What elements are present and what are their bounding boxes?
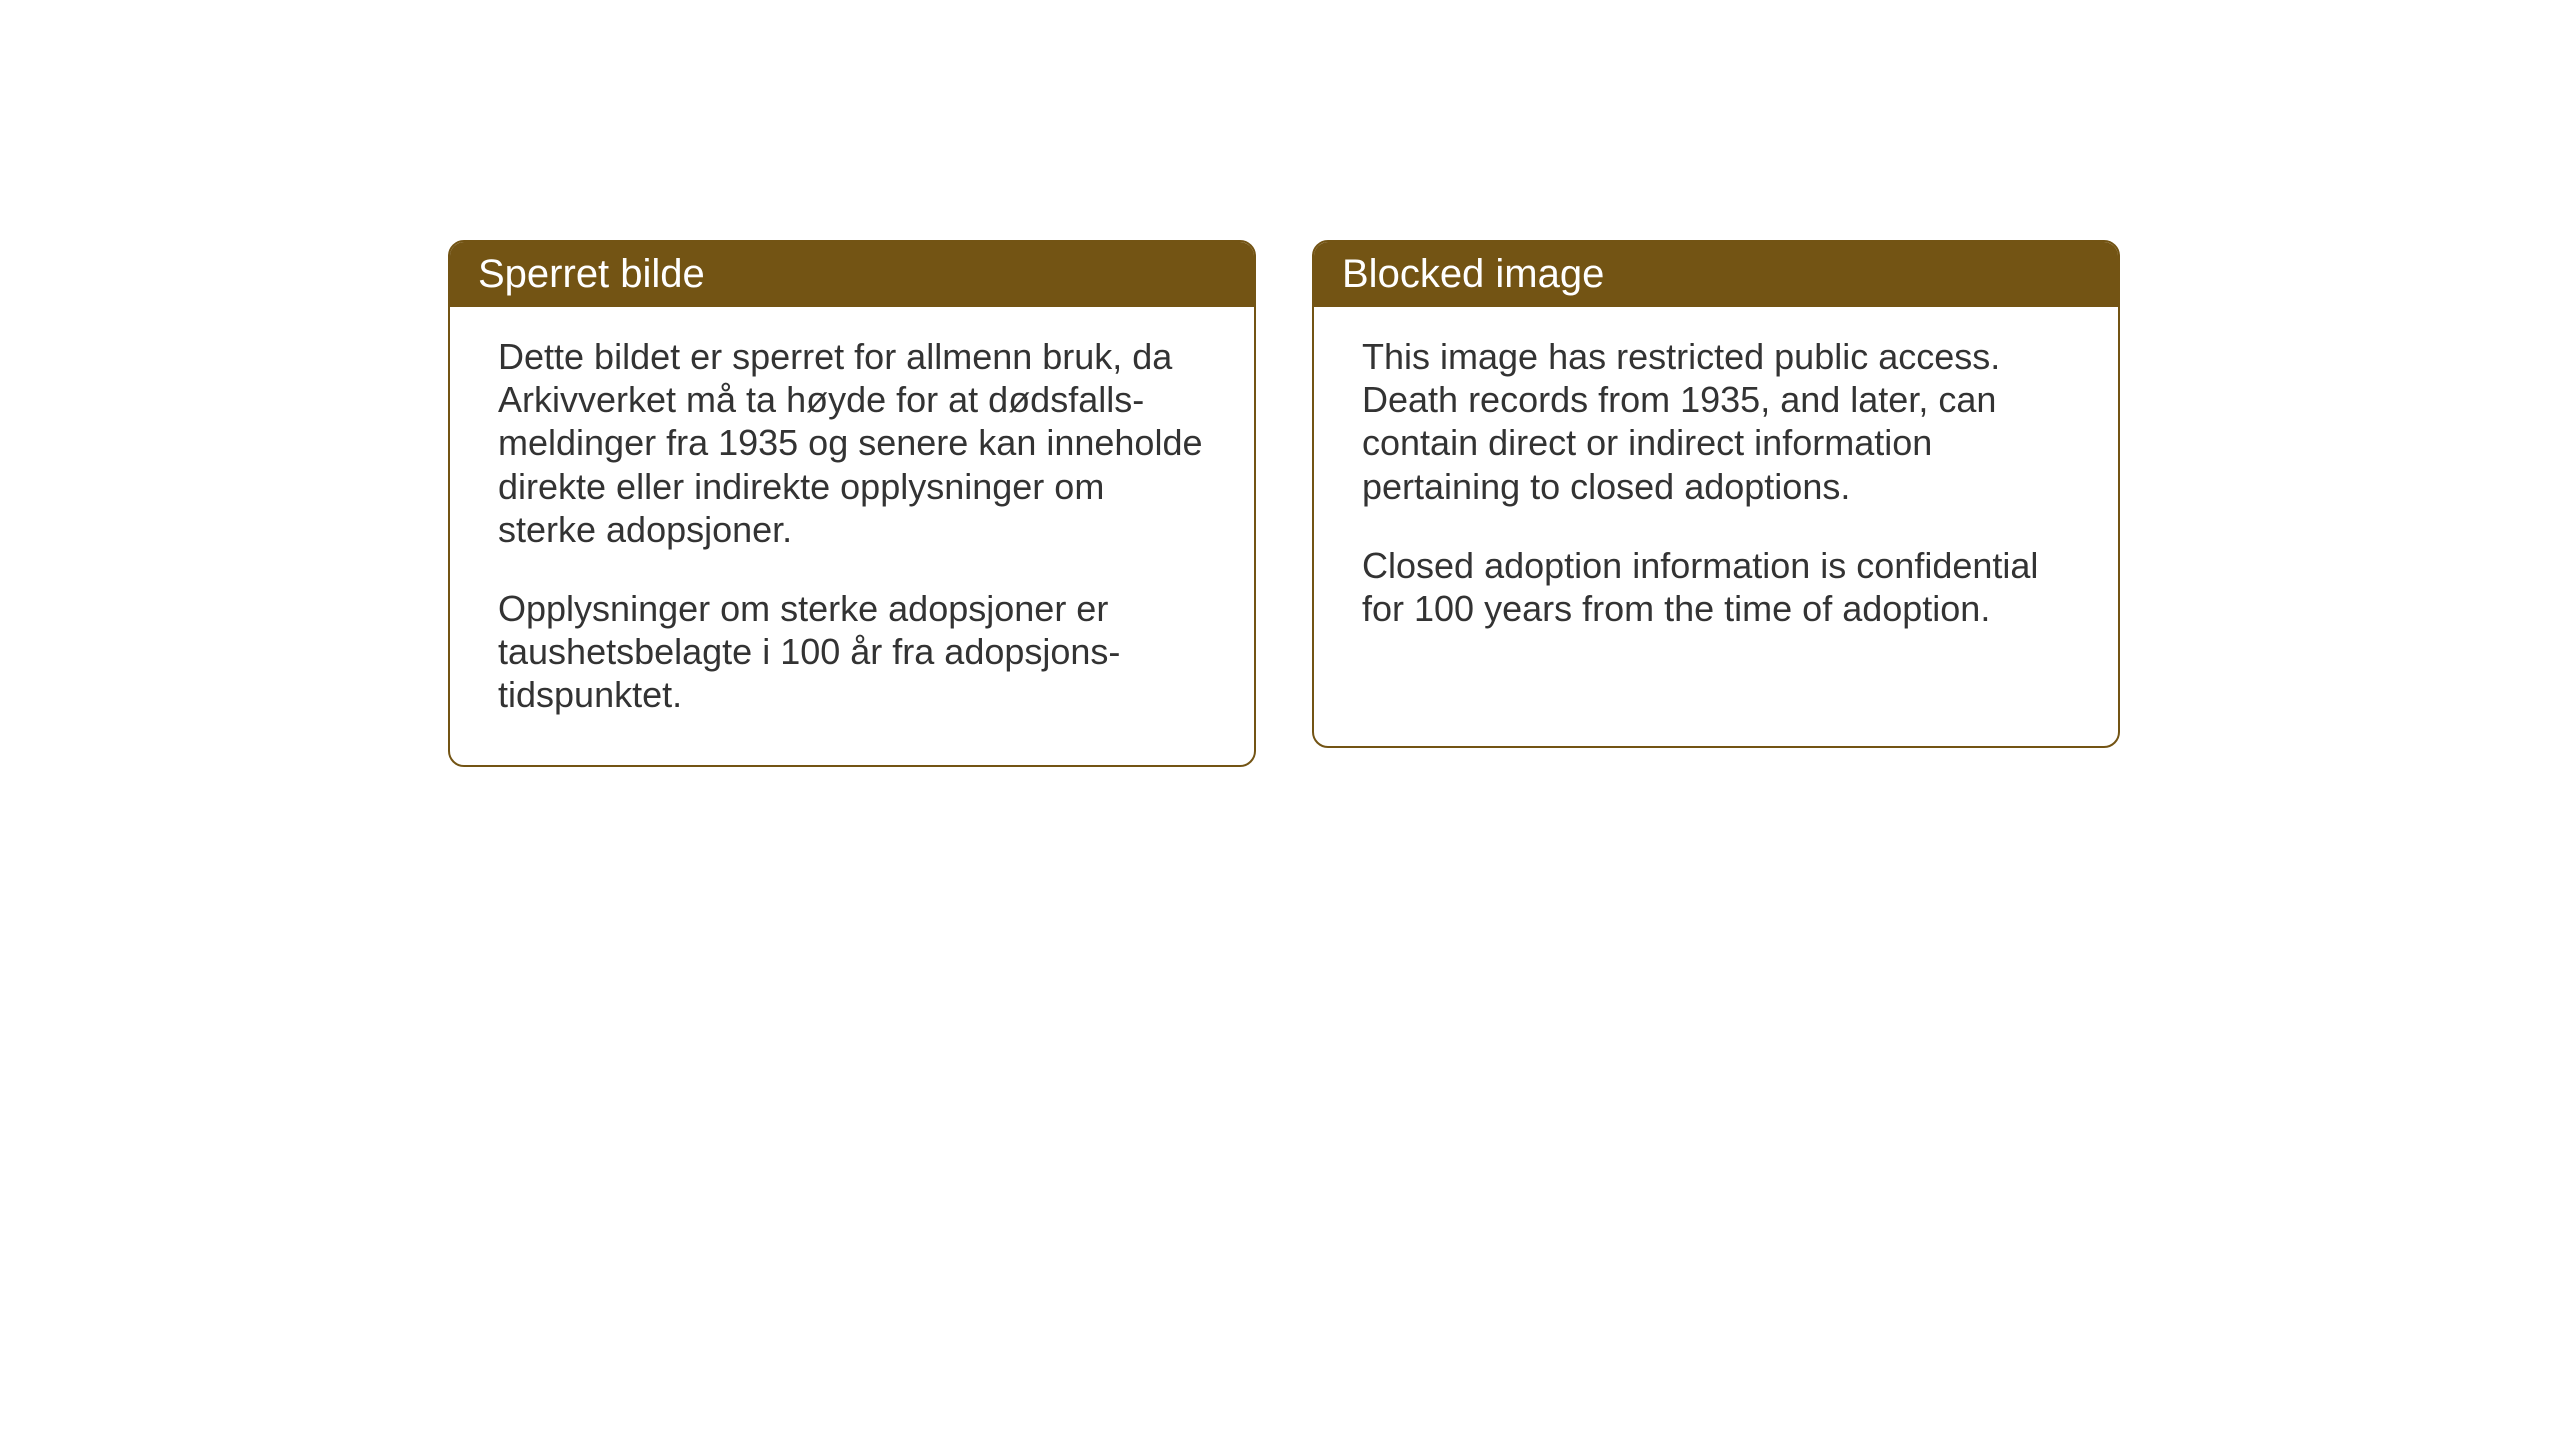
english-paragraph-2: Closed adoption information is confident… (1362, 544, 2070, 630)
norwegian-card: Sperret bilde Dette bildet er sperret fo… (448, 240, 1256, 767)
norwegian-paragraph-1: Dette bildet er sperret for allmenn bruk… (498, 335, 1206, 551)
norwegian-paragraph-2: Opplysninger om sterke adopsjoner er tau… (498, 587, 1206, 717)
english-card-title: Blocked image (1342, 252, 2090, 297)
norwegian-card-title: Sperret bilde (478, 252, 1226, 297)
english-paragraph-1: This image has restricted public access.… (1362, 335, 2070, 508)
english-card-header: Blocked image (1314, 242, 2118, 307)
norwegian-card-body: Dette bildet er sperret for allmenn bruk… (450, 307, 1254, 765)
norwegian-card-header: Sperret bilde (450, 242, 1254, 307)
english-card-body: This image has restricted public access.… (1314, 307, 2118, 678)
cards-container: Sperret bilde Dette bildet er sperret fo… (448, 240, 2120, 767)
english-card: Blocked image This image has restricted … (1312, 240, 2120, 748)
